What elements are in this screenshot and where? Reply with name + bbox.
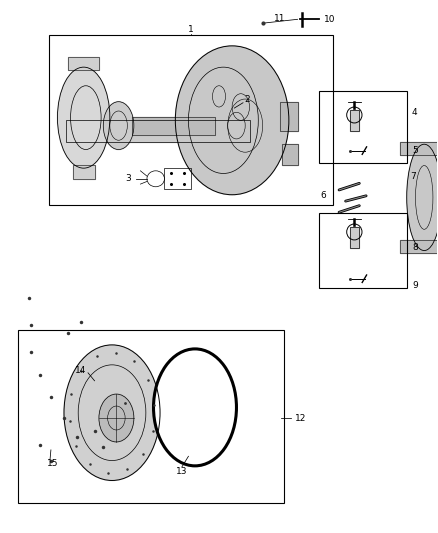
Text: 15: 15 [46,459,58,467]
Ellipse shape [57,67,110,168]
Text: 9: 9 [412,280,418,289]
Bar [350,110,359,131]
Bar [49,35,332,205]
Bar [18,330,285,503]
Bar [283,144,297,165]
Text: 5: 5 [412,146,418,155]
Text: 2: 2 [244,94,250,103]
Text: 14: 14 [74,366,86,375]
Text: 7: 7 [410,172,417,181]
Bar [400,240,438,253]
Bar [350,227,359,248]
Bar [283,144,297,165]
Bar [132,117,215,135]
Ellipse shape [64,345,160,480]
Ellipse shape [103,102,134,150]
Bar [400,240,438,253]
Ellipse shape [407,144,438,251]
Bar [66,120,250,142]
Text: 1: 1 [188,26,194,35]
Ellipse shape [99,394,134,442]
Bar [350,110,359,131]
Bar [350,227,359,248]
Bar [280,102,297,131]
Text: 11: 11 [274,14,285,23]
Ellipse shape [175,46,289,195]
Text: 3: 3 [125,174,131,183]
Bar [68,56,99,70]
Bar [164,168,191,189]
Bar [319,213,407,288]
Bar [73,165,95,179]
Bar [66,120,250,142]
Bar [280,102,297,131]
Text: 12: 12 [295,414,307,423]
Ellipse shape [153,349,237,466]
Text: 8: 8 [412,244,418,253]
Bar [132,117,215,135]
Bar [319,91,407,163]
Text: 4: 4 [412,108,417,117]
Bar [68,56,99,70]
Bar [73,165,95,179]
Bar [400,142,438,155]
Bar [400,142,438,155]
Text: 13: 13 [176,467,187,475]
Text: 10: 10 [324,15,335,24]
Text: 6: 6 [321,191,326,200]
